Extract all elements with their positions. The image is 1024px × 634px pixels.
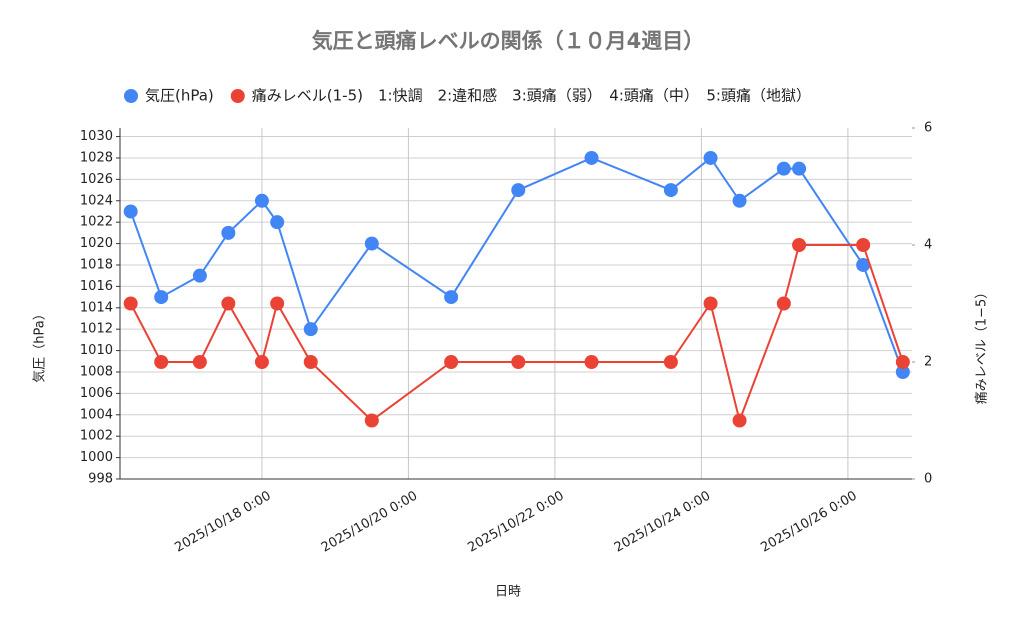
y-tick-label: 1016 [80, 279, 113, 294]
data-point [895, 364, 910, 379]
data-point [776, 161, 791, 176]
data-point [154, 290, 169, 305]
data-point [154, 355, 169, 369]
y-tick-label: 1030 [80, 129, 113, 144]
legend-marker [124, 89, 138, 103]
y-tick-label: 1022 [80, 215, 113, 230]
y-tick-label: 1018 [80, 257, 113, 272]
data-point [732, 413, 747, 428]
legend-marker [230, 89, 245, 103]
y-axis-label: 気圧（hPa） [32, 307, 48, 382]
data-point [732, 193, 747, 208]
data-point [364, 236, 379, 251]
data-point [776, 296, 791, 311]
y-tick-label: 1012 [80, 322, 113, 337]
y-tick-label: 1004 [80, 407, 113, 422]
data-point [254, 355, 269, 369]
y-tick-label: 1000 [80, 450, 113, 465]
data-point [703, 150, 718, 165]
data-point [221, 296, 236, 311]
y2-tick-label: 0 [924, 472, 932, 487]
data-point [444, 290, 459, 305]
y-tick-label: 1010 [80, 343, 113, 358]
y-tick-label: 1002 [80, 429, 113, 444]
y-tick-label: 998 [88, 472, 113, 487]
y-tick-label: 1006 [80, 386, 113, 401]
data-point [511, 355, 526, 369]
y2-tick-label: 6 [924, 121, 932, 136]
y-tick-label: 1024 [80, 193, 113, 208]
data-point [192, 268, 207, 283]
y2-tick-label: 2 [924, 355, 932, 370]
data-point [663, 355, 678, 369]
data-point [584, 150, 599, 165]
data-point [895, 355, 910, 369]
data-point [123, 296, 138, 311]
data-point [303, 322, 318, 337]
data-point [221, 225, 236, 240]
data-point [584, 355, 599, 369]
data-point [792, 161, 807, 176]
legend-label: 痛みレベル(1-5) 1:快調 2:違和感 3:頭痛（弱） 4:頭痛（中） 5:… [252, 87, 811, 105]
y-tick-label: 1014 [80, 300, 113, 315]
data-point [663, 183, 678, 198]
data-point [856, 238, 871, 252]
legend-label: 気圧(hPa) [145, 87, 214, 105]
data-point [703, 296, 718, 311]
data-point [123, 204, 138, 219]
data-point [856, 257, 871, 272]
data-point [270, 296, 285, 311]
y-tick-label: 1028 [80, 150, 113, 165]
y2-tick-label: 4 [924, 238, 932, 253]
data-point [792, 238, 807, 252]
y-tick-label: 1008 [80, 364, 113, 379]
y2-axis-label: 痛みレベル（1−5） [974, 286, 990, 404]
data-point [444, 355, 459, 369]
y-tick-label: 1020 [80, 236, 113, 251]
y-tick-label: 1026 [80, 172, 113, 187]
data-point [511, 183, 526, 198]
data-point [254, 193, 269, 208]
data-point [303, 355, 318, 369]
series-line [129, 244, 904, 424]
data-point [364, 413, 379, 428]
chart-title: 気圧と頭痛レベルの関係（１０月4週目） [312, 29, 705, 53]
x-axis-label: 日時 [495, 585, 521, 600]
data-point [192, 355, 207, 369]
data-point [270, 215, 285, 230]
